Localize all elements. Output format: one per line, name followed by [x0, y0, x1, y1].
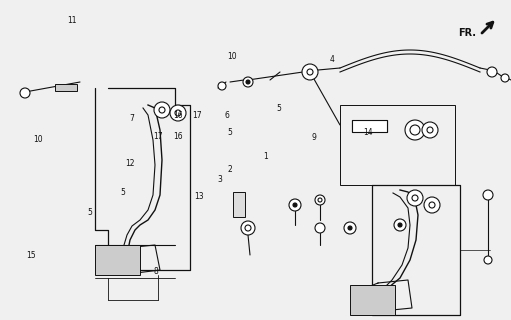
- Text: 5: 5: [227, 128, 233, 137]
- Text: 8: 8: [153, 268, 158, 276]
- Bar: [352, 120, 387, 132]
- Circle shape: [427, 127, 433, 133]
- Circle shape: [410, 125, 420, 135]
- Text: 1: 1: [263, 152, 268, 161]
- Circle shape: [241, 221, 255, 235]
- Text: 5: 5: [87, 208, 92, 217]
- Text: 9: 9: [312, 133, 317, 142]
- Circle shape: [302, 64, 318, 80]
- Text: FR.: FR.: [458, 28, 476, 38]
- Text: 5: 5: [276, 104, 281, 113]
- Circle shape: [289, 199, 301, 211]
- Circle shape: [307, 69, 313, 75]
- Circle shape: [159, 107, 165, 113]
- Circle shape: [218, 82, 226, 90]
- Circle shape: [170, 105, 186, 121]
- Circle shape: [429, 202, 435, 208]
- Text: 11: 11: [67, 16, 76, 25]
- Text: 16: 16: [173, 132, 182, 140]
- Circle shape: [344, 222, 356, 234]
- Bar: [95, 245, 140, 275]
- Bar: [233, 192, 245, 217]
- Text: 12: 12: [126, 159, 135, 168]
- Circle shape: [405, 120, 425, 140]
- Circle shape: [422, 122, 438, 138]
- Text: 4: 4: [330, 55, 335, 64]
- Text: 10: 10: [34, 135, 43, 144]
- Text: 2: 2: [227, 165, 233, 174]
- Circle shape: [424, 197, 440, 213]
- Circle shape: [412, 195, 418, 201]
- Circle shape: [175, 110, 181, 116]
- Circle shape: [293, 203, 297, 207]
- Text: 10: 10: [228, 52, 237, 60]
- Circle shape: [315, 223, 325, 233]
- Circle shape: [483, 190, 493, 200]
- Text: 17: 17: [192, 111, 201, 120]
- Text: 3: 3: [217, 175, 222, 184]
- Text: 7: 7: [129, 114, 134, 123]
- Circle shape: [246, 80, 250, 84]
- Bar: [55, 84, 77, 91]
- Text: 17: 17: [154, 132, 163, 140]
- Text: 15: 15: [26, 252, 35, 260]
- Circle shape: [487, 67, 497, 77]
- Circle shape: [407, 190, 423, 206]
- Circle shape: [243, 77, 253, 87]
- Circle shape: [318, 198, 322, 202]
- Circle shape: [245, 225, 251, 231]
- Circle shape: [398, 223, 402, 227]
- Circle shape: [501, 74, 509, 82]
- Bar: [350, 285, 395, 315]
- Text: 14: 14: [363, 128, 373, 137]
- Circle shape: [154, 102, 170, 118]
- Circle shape: [394, 219, 406, 231]
- Text: 6: 6: [225, 111, 230, 120]
- Circle shape: [348, 226, 352, 230]
- Circle shape: [484, 256, 492, 264]
- Circle shape: [20, 88, 30, 98]
- Circle shape: [315, 195, 325, 205]
- Text: 5: 5: [120, 188, 125, 196]
- Text: 13: 13: [195, 192, 204, 201]
- Text: 16: 16: [173, 111, 182, 120]
- Bar: [340, 105, 455, 185]
